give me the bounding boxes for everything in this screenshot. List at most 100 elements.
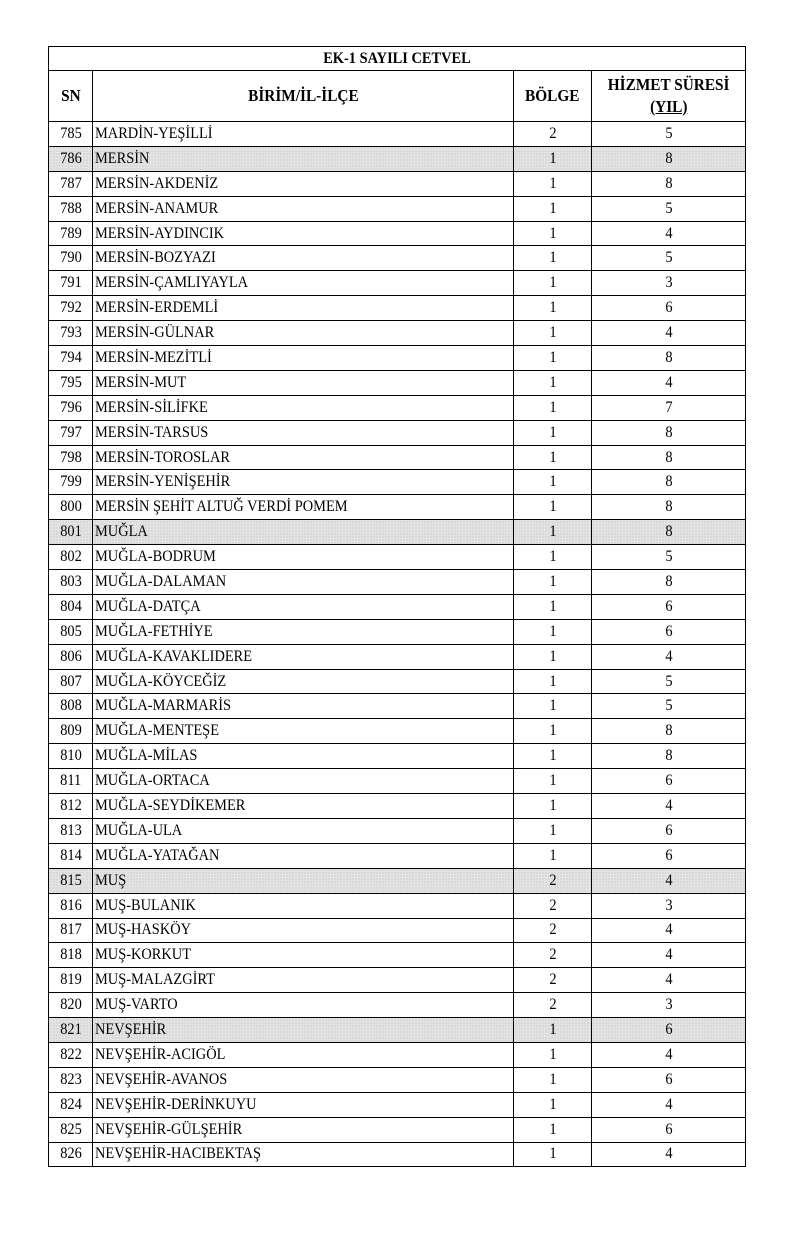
cell-service-years-text: 6 bbox=[664, 597, 673, 615]
table-row: 815 MUŞ 2 4 bbox=[48, 867, 747, 894]
cell-region-text: 1 bbox=[548, 249, 557, 267]
table-row: 818 MUŞ-KORKUT 2 4 bbox=[48, 942, 747, 969]
cell-service-years-text: 5 bbox=[664, 124, 673, 142]
cell-region-text: 1 bbox=[548, 697, 557, 715]
cell-unit: MUĞLA-SEYDİKEMER bbox=[92, 793, 514, 819]
cell-sn: 808 bbox=[48, 693, 93, 720]
cell-service-years: 6 bbox=[590, 768, 747, 795]
cell-sn: 823 bbox=[48, 1066, 93, 1093]
cell-region-text: 1 bbox=[548, 523, 557, 541]
cell-service-years: 8 bbox=[590, 444, 747, 471]
cell-region-text: 1 bbox=[548, 572, 557, 590]
cell-service-years-text: 4 bbox=[664, 796, 673, 814]
cell-service-years-text: 5 bbox=[664, 249, 673, 267]
cell-sn: 812 bbox=[48, 793, 93, 819]
table-row: 825 NEVŞEHİR-GÜLŞEHİR 1 6 bbox=[48, 1116, 747, 1143]
table-row: 816 MUŞ-BULANIK 2 3 bbox=[48, 892, 747, 919]
cell-service-years: 8 bbox=[590, 569, 747, 595]
header-unit: BİRİM/İL-İLÇE bbox=[92, 70, 514, 122]
cell-unit-text: MUŞ-KORKUT bbox=[95, 946, 192, 964]
cell-sn-text: 822 bbox=[59, 1045, 82, 1063]
cell-unit: NEVŞEHİR-DERİNKUYU bbox=[92, 1091, 514, 1118]
ek-1-table: EK-1 SAYILI CETVEL SN BİRİM/İL-İLÇE BÖLG… bbox=[47, 46, 747, 1168]
cell-unit: MUĞLA-KAVAKLIDERE bbox=[92, 643, 514, 670]
cell-region-text: 1 bbox=[548, 1120, 557, 1138]
header-sn-text: SN bbox=[60, 86, 81, 105]
cell-region: 1 bbox=[513, 444, 592, 471]
cell-sn: 787 bbox=[48, 170, 93, 197]
cell-sn-text: 789 bbox=[59, 224, 82, 242]
cell-region: 1 bbox=[513, 145, 592, 172]
table-row: 795 MERSİN-MUT 1 4 bbox=[48, 369, 747, 396]
cell-service-years: 6 bbox=[590, 1116, 747, 1143]
cell-service-years: 8 bbox=[590, 519, 747, 546]
cell-service-years: 5 bbox=[590, 195, 747, 222]
table-row: 803 MUĞLA-DALAMAN 1 8 bbox=[48, 569, 747, 595]
cell-service-years: 5 bbox=[590, 544, 747, 571]
cell-service-years-text: 4 bbox=[664, 1145, 673, 1163]
cell-sn: 818 bbox=[48, 942, 93, 969]
table-row: 801 MUĞLA 1 8 bbox=[48, 519, 747, 546]
table-row: 791 MERSİN-ÇAMLIYAYLA 1 3 bbox=[48, 270, 747, 297]
table-row: 813 MUĞLA-ULA 1 6 bbox=[48, 817, 747, 844]
cell-service-years-text: 6 bbox=[664, 821, 673, 839]
cell-service-years-text: 4 bbox=[664, 921, 673, 939]
cell-service-years-text: 6 bbox=[664, 1070, 673, 1088]
table-row: 806 MUĞLA-KAVAKLIDERE 1 4 bbox=[48, 643, 747, 670]
cell-unit: MERSİN bbox=[92, 145, 514, 172]
cell-sn-text: 799 bbox=[59, 473, 82, 491]
cell-sn-text: 795 bbox=[59, 373, 82, 391]
cell-region-text: 1 bbox=[548, 149, 557, 167]
cell-sn-text: 810 bbox=[59, 747, 82, 765]
cell-sn-text: 804 bbox=[59, 597, 82, 615]
cell-service-years-text: 5 bbox=[664, 697, 673, 715]
cell-unit: MUĞLA-DATÇA bbox=[92, 593, 514, 620]
cell-service-years-text: 6 bbox=[664, 772, 673, 790]
cell-unit: MUŞ bbox=[92, 867, 514, 894]
cell-unit: MERSİN-ERDEMLİ bbox=[92, 295, 514, 322]
cell-region: 1 bbox=[513, 544, 592, 571]
cell-unit: MUŞ-MALAZGİRT bbox=[92, 967, 514, 994]
cell-service-years-text: 5 bbox=[664, 672, 673, 690]
cell-unit-text: MUĞLA-MİLAS bbox=[95, 747, 198, 765]
cell-service-years: 4 bbox=[590, 320, 747, 347]
cell-service-years-text: 4 bbox=[664, 946, 673, 964]
cell-unit: MUĞLA-BODRUM bbox=[92, 544, 514, 571]
cell-unit: MERSİN-MUT bbox=[92, 369, 514, 396]
cell-region-text: 1 bbox=[548, 747, 557, 765]
cell-region-text: 2 bbox=[548, 921, 557, 939]
table-row: 786 MERSİN 1 8 bbox=[48, 145, 747, 172]
table-row: 819 MUŞ-MALAZGİRT 2 4 bbox=[48, 967, 747, 994]
cell-unit: MERSİN-AKDENİZ bbox=[92, 170, 514, 197]
cell-unit: MERSİN-AYDINCIK bbox=[92, 220, 514, 247]
cell-sn: 815 bbox=[48, 867, 93, 894]
cell-sn: 825 bbox=[48, 1116, 93, 1143]
cell-region: 1 bbox=[513, 593, 592, 620]
header-service-line1: HİZMET SÜRESİ bbox=[607, 75, 730, 94]
cell-region-text: 1 bbox=[548, 597, 557, 615]
cell-service-years: 4 bbox=[590, 643, 747, 670]
cell-region: 1 bbox=[513, 569, 592, 595]
cell-unit-text: NEVŞEHİR-GÜLŞEHİR bbox=[95, 1120, 243, 1138]
cell-region-text: 2 bbox=[548, 896, 557, 914]
cell-region-text: 1 bbox=[548, 1145, 557, 1163]
cell-sn: 796 bbox=[48, 394, 93, 421]
cell-service-years: 8 bbox=[590, 419, 747, 446]
cell-unit-text: MUŞ bbox=[95, 871, 127, 889]
table-row: 810 MUĞLA-MİLAS 1 8 bbox=[48, 743, 747, 770]
cell-region-text: 1 bbox=[548, 174, 557, 192]
cell-sn: 785 bbox=[48, 121, 93, 147]
cell-service-years: 8 bbox=[590, 743, 747, 770]
cell-sn-text: 786 bbox=[59, 149, 82, 167]
cell-sn-text: 805 bbox=[59, 622, 82, 640]
cell-sn-text: 797 bbox=[59, 423, 82, 441]
cell-unit: NEVŞEHİR-AVANOS bbox=[92, 1066, 514, 1093]
cell-unit: MUĞLA-MENTEŞE bbox=[92, 718, 514, 745]
cell-region-text: 1 bbox=[548, 199, 557, 217]
header-region-text: BÖLGE bbox=[525, 86, 580, 105]
cell-service-years: 8 bbox=[590, 145, 747, 172]
table-row: 799 MERSİN-YENİŞEHİR 1 8 bbox=[48, 469, 747, 496]
cell-region: 1 bbox=[513, 170, 592, 197]
cell-service-years: 7 bbox=[590, 394, 747, 421]
cell-region: 1 bbox=[513, 320, 592, 347]
